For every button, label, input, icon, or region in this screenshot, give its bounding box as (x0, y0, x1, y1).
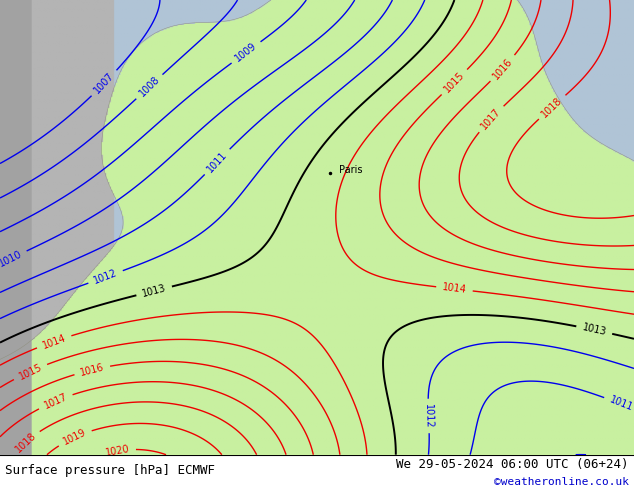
Text: 1014: 1014 (41, 333, 67, 350)
Text: 1010: 1010 (0, 249, 23, 269)
Text: 1017: 1017 (479, 106, 503, 131)
Text: 1020: 1020 (105, 444, 131, 458)
Text: Paris: Paris (339, 165, 363, 175)
Text: 1016: 1016 (79, 362, 105, 378)
Text: 1011: 1011 (608, 395, 634, 413)
Text: 1017: 1017 (42, 392, 68, 411)
Text: 1007: 1007 (92, 71, 116, 96)
Text: 1013: 1013 (581, 322, 607, 338)
Text: 1018: 1018 (540, 95, 564, 119)
Text: 1019: 1019 (61, 427, 88, 447)
Text: 1012: 1012 (93, 268, 119, 286)
Text: 1015: 1015 (17, 362, 44, 381)
Text: 1011: 1011 (205, 149, 229, 174)
Text: 1015: 1015 (443, 70, 467, 95)
Text: 1016: 1016 (491, 56, 515, 81)
Text: 1013: 1013 (141, 283, 167, 299)
Text: ©weatheronline.co.uk: ©weatheronline.co.uk (494, 477, 629, 487)
Text: 1009: 1009 (233, 41, 259, 64)
Text: 1008: 1008 (137, 74, 162, 99)
Text: 1012: 1012 (423, 404, 434, 428)
Text: Surface pressure [hPa] ECMWF: Surface pressure [hPa] ECMWF (5, 464, 215, 477)
Text: 1014: 1014 (442, 282, 467, 295)
Text: We 29-05-2024 06:00 UTC (06+24): We 29-05-2024 06:00 UTC (06+24) (396, 458, 629, 471)
Text: 1018: 1018 (13, 430, 38, 454)
